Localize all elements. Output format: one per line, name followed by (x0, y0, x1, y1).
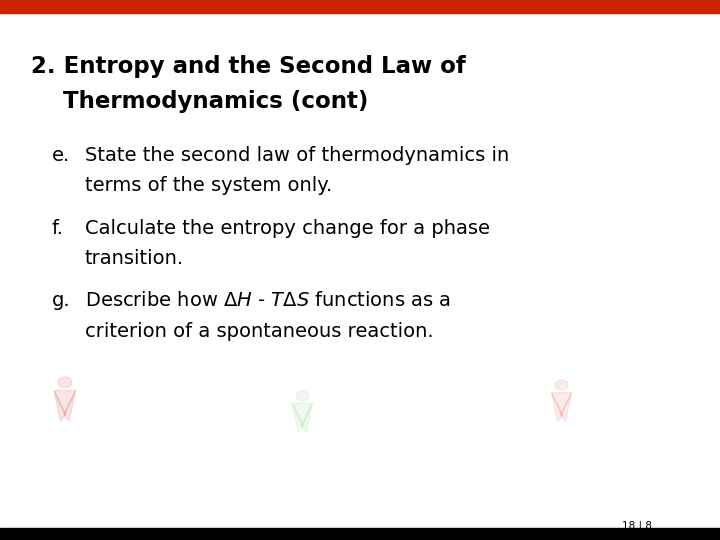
Bar (0, 0, 720, 13)
Polygon shape (561, 393, 572, 421)
Polygon shape (63, 390, 76, 421)
Text: terms of the system only.: terms of the system only. (85, 177, 332, 195)
Text: 18 | 8: 18 | 8 (622, 521, 652, 531)
Polygon shape (54, 390, 76, 415)
Text: criterion of a spontaneous reaction.: criterion of a spontaneous reaction. (85, 322, 433, 341)
Text: 2. Entropy and the Second Law of: 2. Entropy and the Second Law of (31, 55, 466, 78)
Text: transition.: transition. (85, 249, 184, 268)
Text: e.: e. (52, 146, 70, 165)
Text: Describe how $\Delta \mathit{H}$ - $\mathit{T}\Delta \mathit{S}$ functions as a: Describe how $\Delta \mathit{H}$ - $\mat… (85, 292, 451, 310)
Polygon shape (296, 391, 309, 401)
Polygon shape (552, 393, 562, 421)
Text: Calculate the entropy change for a phase: Calculate the entropy change for a phase (85, 219, 490, 238)
Polygon shape (555, 380, 568, 390)
Polygon shape (292, 403, 303, 432)
Text: f.: f. (52, 219, 63, 238)
Polygon shape (292, 403, 312, 426)
Text: State the second law of thermodynamics in: State the second law of thermodynamics i… (85, 146, 509, 165)
Polygon shape (302, 403, 312, 432)
Polygon shape (54, 390, 66, 421)
Text: Thermodynamics (cont): Thermodynamics (cont) (31, 90, 369, 113)
Polygon shape (58, 377, 72, 388)
Polygon shape (552, 393, 572, 415)
Text: g.: g. (52, 292, 71, 310)
Bar (0, 528, 720, 540)
